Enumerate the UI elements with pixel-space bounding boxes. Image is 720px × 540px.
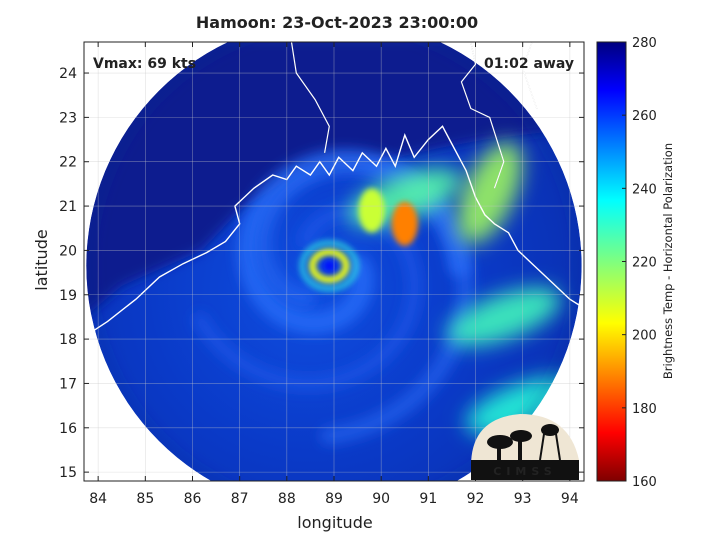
grid: [84, 42, 584, 481]
chart-title: Hamoon: 23-Oct-2023 23:00:00: [196, 13, 478, 32]
colorbar-tick-label: 260: [632, 109, 657, 124]
x-tick-label: 92: [467, 491, 485, 507]
x-tick-label: 89: [325, 491, 343, 507]
x-tick-label: 88: [278, 491, 296, 507]
convective-cell-mark: [358, 188, 385, 233]
y-tick-label: 23: [59, 110, 77, 126]
warm-core-mark: [323, 259, 336, 272]
spiral-rainband: [192, 204, 423, 392]
vmax-annotation: Vmax: 69 kts: [93, 56, 196, 72]
y-tick-label: 19: [59, 288, 77, 304]
colorbar: [596, 41, 627, 482]
colorbar-label: Brightness Temp - Horizontal Polarizatio…: [661, 143, 675, 379]
x-tick-label: 94: [561, 491, 579, 507]
y-tick-label: 20: [59, 243, 77, 259]
y-axis-label: latitude: [32, 229, 51, 290]
coastline: [84, 125, 584, 338]
colorbar-tick-label: 160: [632, 475, 657, 490]
tower-leg: [555, 433, 561, 461]
x-tick-label: 90: [372, 491, 390, 507]
colorbar-tick-label: 220: [632, 256, 657, 271]
x-tick-label: 91: [419, 491, 437, 507]
spiral-rainband: [254, 156, 475, 445]
colorbar-tick-label: 280: [632, 36, 657, 51]
y-tick-label: 15: [59, 465, 77, 481]
y-tick-label: 18: [59, 332, 77, 348]
x-tick-label: 93: [514, 491, 532, 507]
y-axis-ticks: 15 16 17 18 19 20 21 22 23 24: [59, 66, 584, 481]
dish-mount: [497, 442, 501, 460]
logo-text: CIMSS: [493, 465, 556, 478]
water-tower-icon: [541, 424, 559, 436]
x-tick-label: 85: [136, 491, 154, 507]
country-border: [290, 42, 538, 189]
colorbar-ticks: 160 180 200 220 240 260 280: [622, 36, 657, 490]
logo-banner: [471, 460, 579, 480]
y-tick-label: 16: [59, 421, 77, 437]
eyewall-outer-ring: [299, 239, 360, 292]
swath-edge: [86, 42, 582, 481]
land-region: [86, 42, 582, 326]
x-tick-label: 84: [89, 491, 107, 507]
x-tick-label: 86: [184, 491, 202, 507]
time-away-annotation: 01:02 away: [484, 56, 574, 72]
y-tick-label: 24: [59, 66, 77, 82]
eyewall-ring: [308, 248, 350, 284]
y-tick-label: 17: [59, 376, 77, 392]
map-layer: [84, 42, 584, 481]
x-axis-label: longitude: [297, 513, 372, 532]
coastal-rain-mark: [457, 141, 523, 244]
x-axis-ticks: 84 85 86 87 88 89 90 91 92 93 94: [89, 42, 579, 507]
cimss-logo: CIMSS: [471, 414, 579, 480]
dish-mount-2: [518, 436, 522, 460]
y-tick-label: 21: [59, 199, 77, 215]
colorbar-tick-label: 240: [632, 182, 657, 197]
tower-leg: [539, 433, 545, 461]
convective-cell-mark: [391, 201, 418, 246]
x-tick-label: 87: [231, 491, 249, 507]
colorbar-tick-label: 200: [632, 329, 657, 344]
colorbar-tick-label: 180: [632, 402, 657, 417]
y-tick-label: 22: [59, 155, 77, 171]
